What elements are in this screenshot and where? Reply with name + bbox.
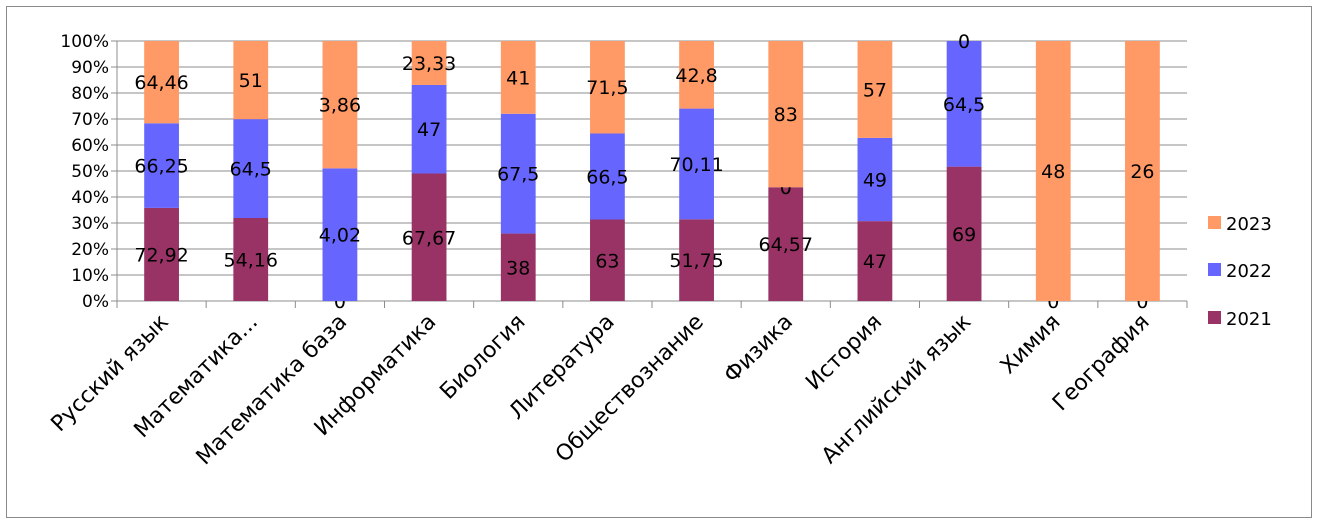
data-label-2023: 64,46 [134,72,188,94]
bar-segment-2023 [322,41,358,169]
category-label: История [801,310,887,396]
bar-segment-2021 [500,233,536,301]
bar-segment-2021 [857,221,893,301]
y-tick-label: 40% [71,188,109,208]
bar-segment-2023 [411,41,447,85]
legend-label-2021: 2021 [1226,309,1272,330]
data-label-2022: 67,5 [497,164,539,186]
data-label-2021: 63 [595,250,619,272]
data-label-2023: 23,33 [402,53,456,75]
category-label: Физика [719,310,797,388]
data-label-2022: 64,5 [230,159,272,181]
data-label-2022: 4,02 [319,225,361,247]
y-tick-label: 0% [82,292,109,312]
bar-segment-2022 [411,84,447,174]
legend-swatch-2022 [1208,263,1221,276]
data-label-2022: 66,5 [586,166,628,188]
category-label: Математика база [192,310,353,471]
bar-segment-2021 [946,166,982,301]
bar-segment-2023 [1125,41,1160,301]
legend-label-2023: 2023 [1226,214,1272,235]
data-label-2022: 66,25 [134,156,188,178]
chart-frame [6,6,1312,518]
data-label-2023: 83 [774,104,798,126]
data-label-2023: 42,8 [675,65,717,87]
y-tick-label: 70% [71,110,109,130]
bar-segment-2022 [590,133,625,220]
bar-segment-2022 [946,41,982,167]
bar-segment-2022 [144,123,179,208]
y-tick-label: 10% [71,266,109,286]
bar-segment-2022 [233,119,269,219]
legend-swatch-2021 [1208,311,1221,324]
bar-segment-2023 [500,41,536,114]
bar-segment-2021 [679,219,714,301]
bar-segment-2023 [590,41,625,134]
legend-label-2022: 2022 [1226,261,1272,282]
legend-swatch-2023 [1208,216,1221,229]
bar-segment-2023 [1035,41,1071,301]
data-label-2023: 48 [1041,161,1065,183]
data-label-2021: 54,16 [224,250,278,272]
data-label-2022: 64,5 [943,94,985,116]
data-label-2021: 47 [863,251,887,273]
data-label-2021: 67,67 [402,227,456,249]
data-label-2022: 70,11 [669,154,723,176]
data-label-2022: 47 [417,119,441,141]
category-label: Химия [996,310,1066,380]
bar-segment-2021 [144,207,179,301]
bar-segment-2023 [857,41,893,138]
y-tick-label: 90% [71,58,109,78]
data-label-2023: 71,5 [586,77,628,99]
bar-segment-2023 [768,41,804,188]
y-tick-label: 100% [60,32,109,52]
data-label-2023: 51 [239,70,263,92]
data-label-2021: 69 [952,224,976,246]
bar-segment-2021 [768,187,804,301]
y-tick-label: 60% [71,136,109,156]
bar-segment-2021 [590,219,625,301]
bar-segment-2022 [500,113,536,234]
bar-segment-2023 [233,41,269,120]
data-label-2022: 49 [863,169,887,191]
bar-segment-2021 [411,173,447,301]
bar-segment-2022 [322,168,358,301]
data-label-2021: 38 [506,257,530,279]
data-label-2023: 0 [958,31,970,53]
data-label-2021: 64,57 [759,234,813,256]
bar-segment-2023 [679,41,714,109]
category-label: Обществознание [551,310,709,468]
data-label-2023: 41 [506,67,530,89]
bar-segment-2023 [144,41,179,124]
data-label-2021: 72,92 [134,244,188,266]
data-label-2021: 51,75 [669,250,723,272]
data-label-2023: 26 [1130,161,1154,183]
data-label-2023: 3,86 [319,95,361,117]
bar-segment-2022 [857,137,893,222]
category-label: Биология [435,310,530,405]
data-label-2023: 57 [863,79,887,101]
bar-segment-2022 [679,108,714,220]
y-tick-label: 80% [71,84,109,104]
y-tick-label: 50% [71,162,109,182]
category-label: География [1048,310,1155,417]
y-tick-label: 30% [71,214,109,234]
bar-segment-2021 [233,218,269,301]
category-label: Английский язык [817,310,976,469]
y-tick-label: 20% [71,240,109,260]
